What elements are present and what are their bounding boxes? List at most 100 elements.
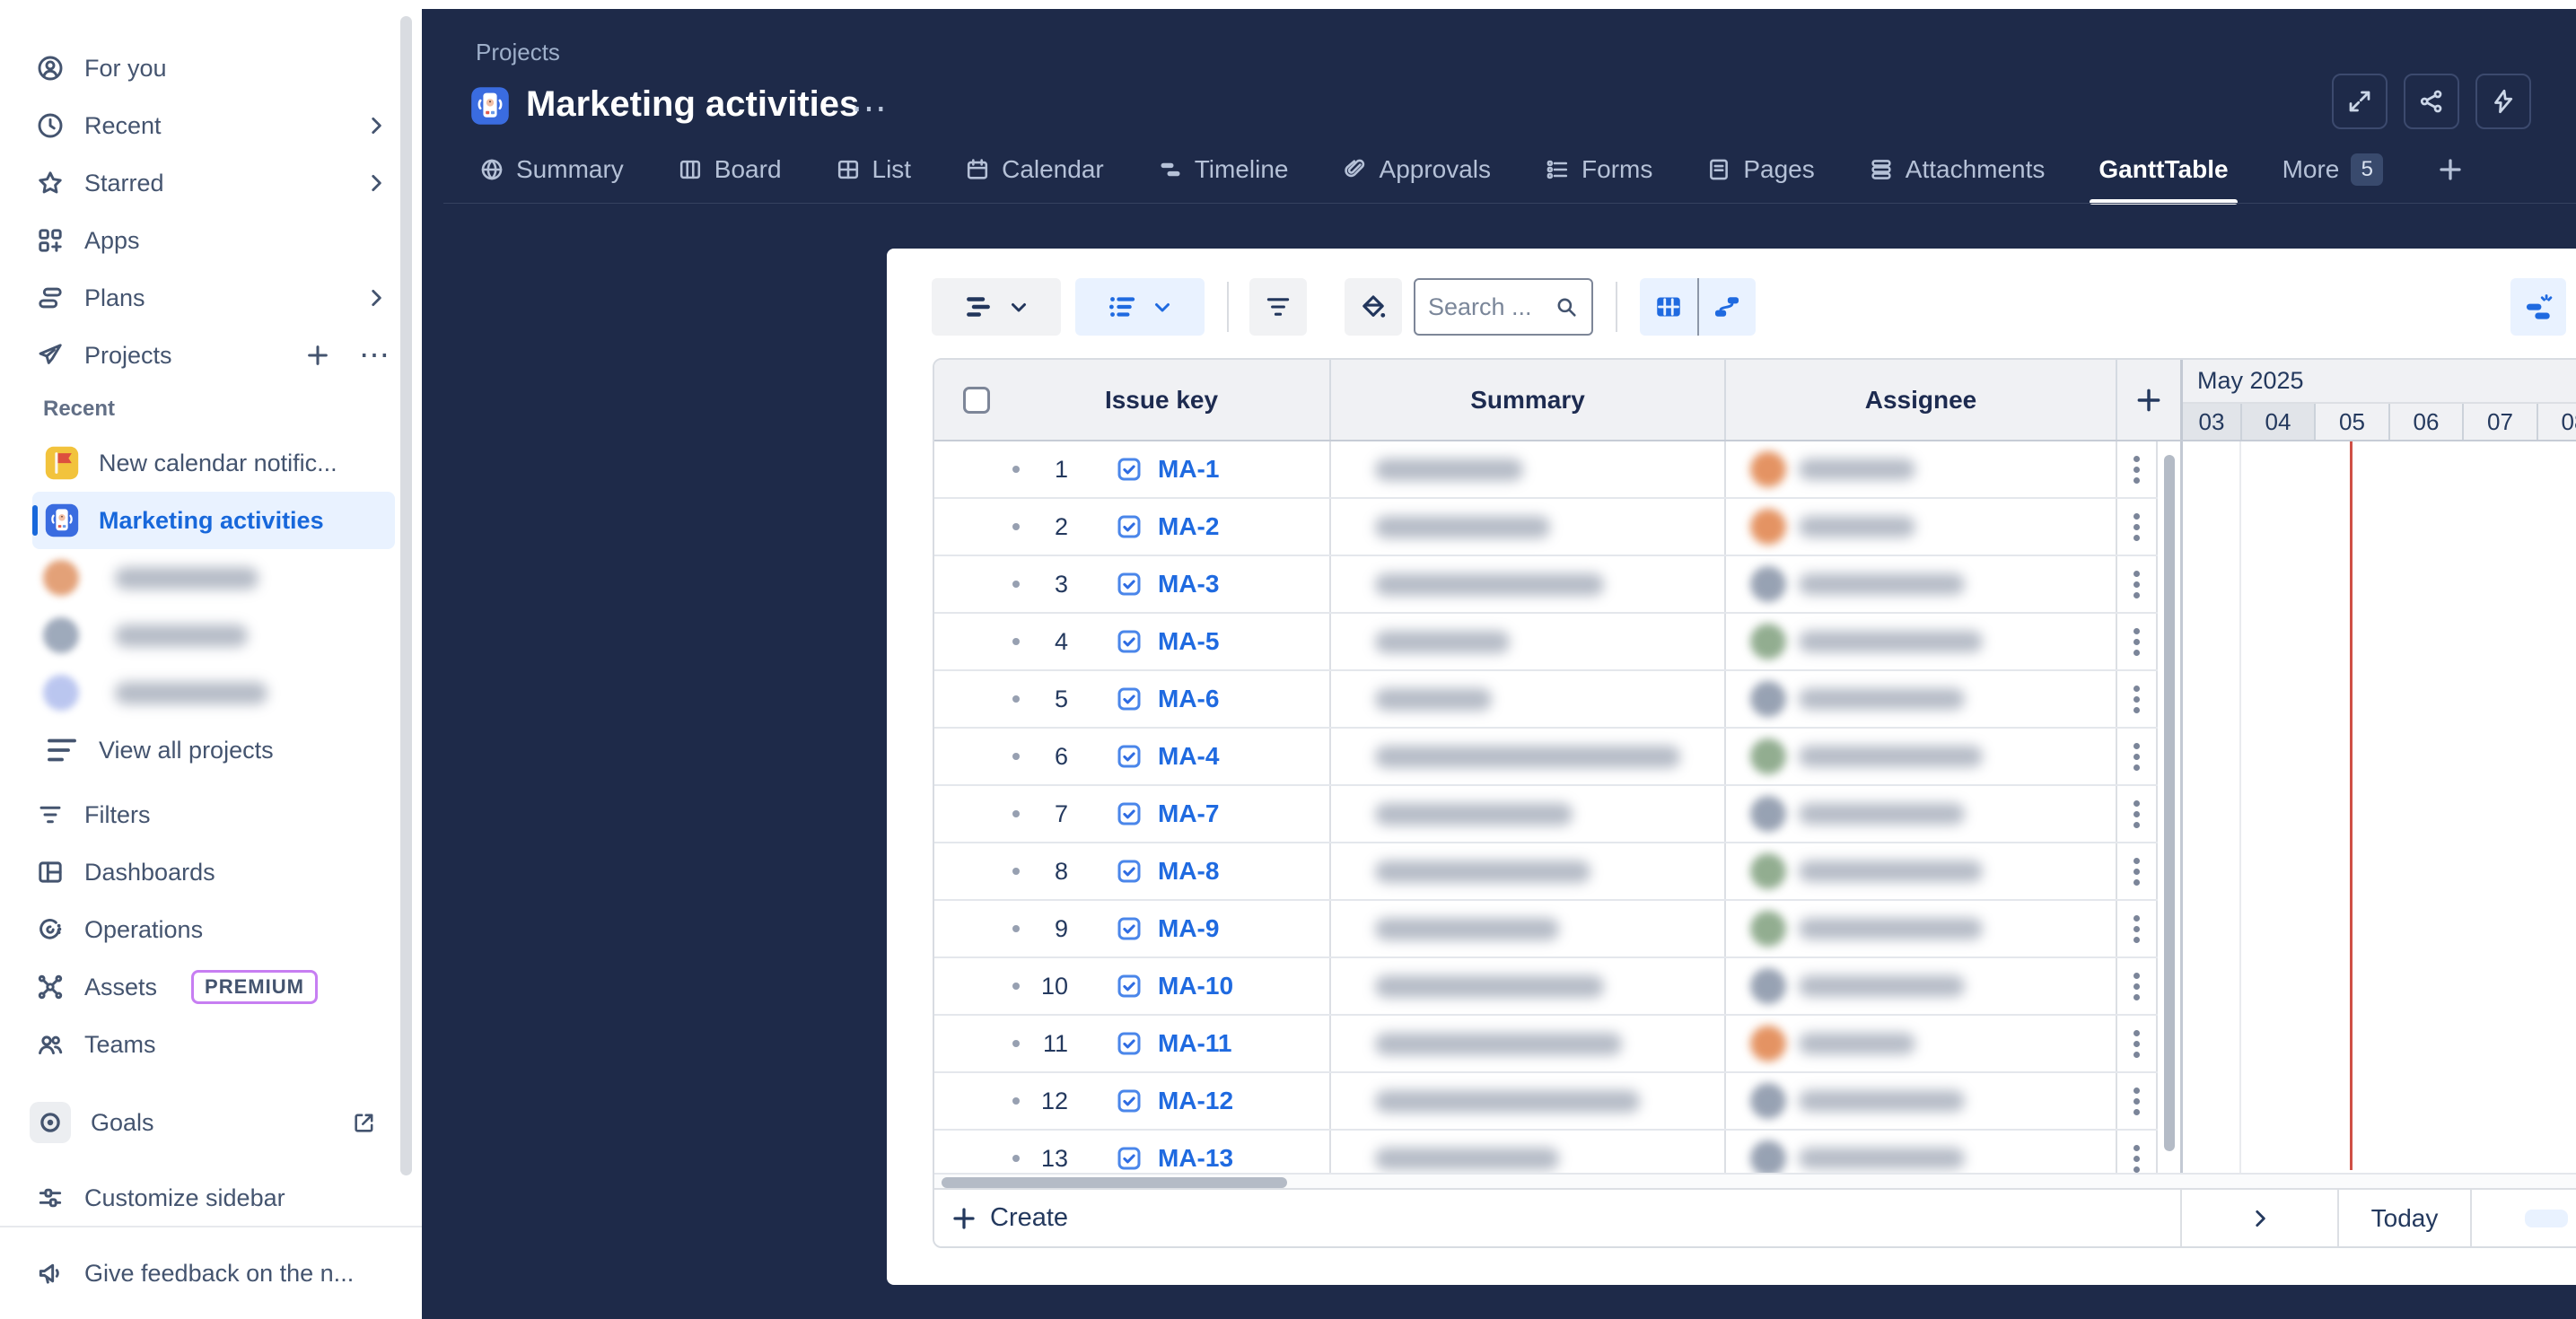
assignee-cell[interactable] xyxy=(1726,556,2117,612)
breadcrumb[interactable]: Projects xyxy=(476,39,560,66)
row-menu-button[interactable] xyxy=(2134,857,2140,886)
sidebar-nav-item[interactable]: For you ⋯ xyxy=(0,39,400,97)
table-row[interactable]: 1 MA-1 xyxy=(934,441,2158,499)
sidebar-nav-item[interactable]: Apps ⋯ xyxy=(0,212,400,269)
drag-handle-dot[interactable] xyxy=(1012,523,1020,530)
summary-cell[interactable] xyxy=(1331,614,1726,669)
sidebar-scrollbar[interactable] xyxy=(400,16,412,1175)
table-row[interactable]: 10 MA-10 xyxy=(934,958,2158,1016)
projects-more-button[interactable]: ⋯ xyxy=(359,338,391,372)
sidebar-menu-item[interactable]: Filters xyxy=(0,786,400,843)
add-project-button[interactable] xyxy=(305,343,330,368)
issue-key-link[interactable]: MA-4 xyxy=(1158,742,1220,770)
view-tab[interactable]: GanttTable xyxy=(2090,142,2238,205)
workflow-view-button[interactable] xyxy=(1696,278,1757,336)
summary-cell[interactable] xyxy=(1331,1073,1726,1129)
issue-key-link[interactable]: MA-5 xyxy=(1158,627,1220,655)
sidebar-nav-item[interactable]: Plans ⋯ xyxy=(0,269,400,327)
drag-handle-dot[interactable] xyxy=(1012,1040,1020,1047)
summary-cell[interactable] xyxy=(1331,843,1726,899)
sidebar-nav-item[interactable]: Projects ⋯ xyxy=(0,327,400,384)
table-row[interactable]: 5 MA-6 xyxy=(934,671,2158,729)
view-tab[interactable]: Calendar xyxy=(965,142,1104,197)
drag-handle-dot[interactable] xyxy=(1012,753,1020,760)
issue-key-link[interactable]: MA-10 xyxy=(1158,972,1234,1000)
row-menu-button[interactable] xyxy=(2134,455,2140,484)
drag-handle-dot[interactable] xyxy=(1012,810,1020,817)
table-row[interactable]: 7 MA-7 xyxy=(934,786,2158,843)
assignee-cell[interactable] xyxy=(1726,1016,2117,1071)
summary-cell[interactable] xyxy=(1331,901,1726,956)
expand-timeline-button[interactable] xyxy=(2180,1190,2337,1246)
drag-handle-dot[interactable] xyxy=(1012,466,1020,473)
sidebar-project-item[interactable]: Marketing activities xyxy=(32,492,395,549)
create-button[interactable]: Create xyxy=(934,1190,2180,1246)
fullscreen-button[interactable] xyxy=(2332,74,2388,129)
fill-color-button[interactable] xyxy=(1345,278,1402,336)
drag-handle-dot[interactable] xyxy=(1012,581,1020,588)
sidebar-project-item[interactable]: View all projects xyxy=(32,721,395,779)
sidebar-item-feedback[interactable]: Give feedback on the n... xyxy=(0,1245,400,1302)
today-button[interactable]: Today xyxy=(2337,1190,2470,1246)
auto-schedule-button[interactable] xyxy=(2510,278,2566,336)
assignee-cell[interactable] xyxy=(1726,901,2117,956)
title-more-button[interactable]: ⋯ xyxy=(851,89,889,128)
summary-cell[interactable] xyxy=(1331,499,1726,555)
sidebar-project-item[interactable] xyxy=(32,664,267,721)
row-menu-button[interactable] xyxy=(2134,972,2140,1000)
sidebar-nav-item[interactable]: Recent ⋯ xyxy=(0,97,400,154)
sidebar-project-item[interactable]: New calendar notific... xyxy=(32,434,395,492)
issue-key-link[interactable]: MA-11 xyxy=(1158,1029,1232,1057)
drag-handle-dot[interactable] xyxy=(1012,638,1020,645)
row-menu-button[interactable] xyxy=(2134,1029,2140,1058)
drag-handle-dot[interactable] xyxy=(1012,868,1020,875)
view-tab[interactable]: Summary xyxy=(479,142,624,197)
drag-handle-dot[interactable] xyxy=(1012,1097,1020,1105)
view-tab[interactable]: Forms xyxy=(1545,142,1652,197)
table-row[interactable]: 9 MA-9 xyxy=(934,901,2158,958)
row-menu-button[interactable] xyxy=(2134,512,2140,541)
row-menu-button[interactable] xyxy=(2134,1144,2140,1173)
issue-key-link[interactable]: MA-9 xyxy=(1158,914,1220,942)
table-row[interactable]: 12 MA-12 xyxy=(934,1073,2158,1131)
tab-more[interactable]: More 5 xyxy=(2282,142,2384,197)
sort-menu-button[interactable] xyxy=(932,278,1061,336)
add-view-tab-button[interactable] xyxy=(2437,142,2464,197)
assignee-cell[interactable] xyxy=(1726,1131,2117,1186)
table-row[interactable]: 6 MA-4 xyxy=(934,729,2158,786)
summary-cell[interactable] xyxy=(1331,556,1726,612)
view-tab[interactable]: Board xyxy=(678,142,782,197)
share-button[interactable] xyxy=(2404,74,2459,129)
assignee-cell[interactable] xyxy=(1726,1073,2117,1129)
summary-cell[interactable] xyxy=(1331,441,1726,497)
group-menu-button[interactable] xyxy=(1075,278,1205,336)
assignee-cell[interactable] xyxy=(1726,786,2117,842)
assignee-cell[interactable] xyxy=(1726,729,2117,784)
sidebar-item-goals[interactable]: Goals xyxy=(0,1094,400,1151)
issue-key-link[interactable]: MA-7 xyxy=(1158,799,1220,827)
sidebar-menu-item[interactable]: Operations xyxy=(0,901,400,958)
assignee-cell[interactable] xyxy=(1726,441,2117,497)
table-hscroll-thumb[interactable] xyxy=(942,1177,1287,1188)
assignee-cell[interactable] xyxy=(1726,614,2117,669)
assignee-cell[interactable] xyxy=(1726,958,2117,1014)
table-view-button[interactable] xyxy=(1640,278,1697,336)
drag-handle-dot[interactable] xyxy=(1012,983,1020,990)
sidebar-menu-item[interactable]: Dashboards xyxy=(0,843,400,901)
table-row[interactable]: 11 MA-11 xyxy=(934,1016,2158,1073)
issue-key-link[interactable]: MA-6 xyxy=(1158,685,1220,712)
table-vertical-scrollbar[interactable] xyxy=(2164,455,2175,1151)
table-row[interactable]: 2 MA-2 xyxy=(934,499,2158,556)
summary-cell[interactable] xyxy=(1331,729,1726,784)
issue-key-link[interactable]: MA-13 xyxy=(1158,1144,1234,1172)
table-row[interactable]: 3 MA-3 xyxy=(934,556,2158,614)
view-tab[interactable]: Approvals xyxy=(1343,142,1491,197)
summary-cell[interactable] xyxy=(1331,786,1726,842)
sidebar-menu-item[interactable]: Assets PREMIUM xyxy=(0,958,400,1016)
view-tab[interactable]: Attachments xyxy=(1869,142,2045,197)
sidebar-nav-item[interactable]: Starred ⋯ xyxy=(0,154,400,212)
row-menu-button[interactable] xyxy=(2134,914,2140,943)
row-menu-button[interactable] xyxy=(2134,1087,2140,1115)
add-column-button[interactable] xyxy=(2117,360,2180,440)
issue-key-link[interactable]: MA-12 xyxy=(1158,1087,1234,1114)
